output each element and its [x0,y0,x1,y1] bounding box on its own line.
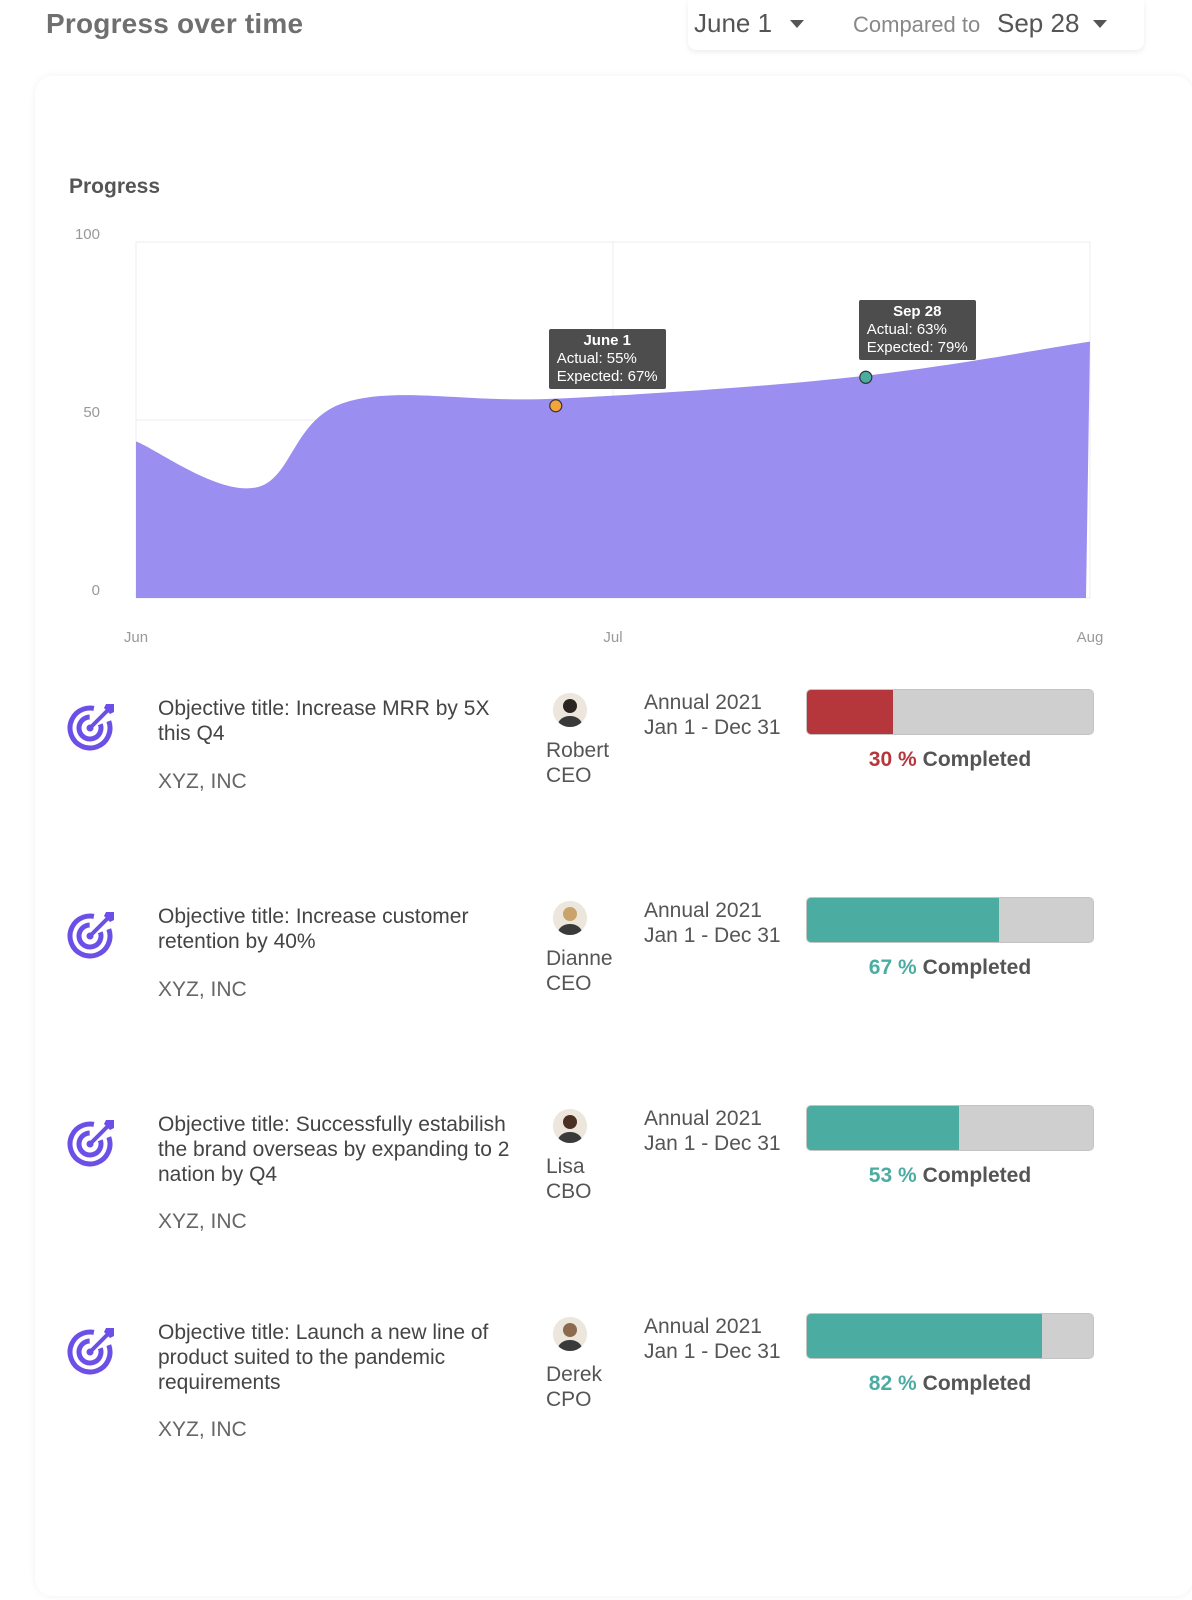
data-point-marker [549,399,563,413]
period-year: Annual 2021 [644,899,762,922]
progress-area [136,341,1090,598]
objective-title[interactable]: Objective title: Launch a new line of pr… [158,1321,489,1394]
tooltip-title: Sep 28 [893,303,942,321]
progress-bar-fill [807,690,893,734]
y-tick-label: 100 [75,226,100,243]
progress-bar-fill [807,1314,1042,1358]
owner-role: CPO [546,1388,592,1411]
completion-percent: 67 % [868,956,917,979]
period-range: Jan 1 - Dec 31 [644,716,781,739]
date-from-select[interactable]: June 1 [694,8,773,38]
tooltip-title: June 1 [583,331,631,349]
date-filters: June 1 Compared to Sep 28 [688,0,1144,50]
completion-percent: 53 % [868,1164,917,1187]
target-icon [67,912,114,959]
owner-role: CEO [546,764,592,787]
period-year: Annual 2021 [644,1107,762,1130]
y-tick-label: 0 [92,582,100,599]
owner-name: Lisa [546,1155,585,1178]
progress-chart: 100 50 0 Jun Jul Aug [75,226,1104,646]
chevron-down-icon[interactable] [790,20,804,28]
avatar [553,1109,587,1143]
target-icon [67,704,114,751]
period-year: Annual 2021 [644,691,762,714]
chart-title: Progress [69,175,161,198]
target-icon [67,1328,114,1375]
owner-role: CBO [546,1180,592,1203]
completion-percent: 30 % [868,748,917,771]
completion-label: Completed [922,748,1032,771]
progress-bar [806,1313,1094,1359]
objective-row[interactable]: Objective title: Successfully estabilish… [0,1105,1192,1286]
objective-row[interactable]: Objective title: Launch a new line of pr… [0,1313,1192,1494]
compared-to-label: Compared to [853,12,981,37]
date-to-select[interactable]: Sep 28 [997,8,1080,38]
owner-name: Dianne [546,947,613,970]
completion-label: Completed [922,1164,1032,1187]
period-range: Jan 1 - Dec 31 [644,1132,781,1155]
chart-tooltip: Sep 28 Actual: 63% Expected: 79% [858,300,976,361]
chevron-down-icon[interactable] [1093,20,1107,28]
completion-status: 30 % Completed [806,748,1094,772]
objective-company: XYZ, INC [158,978,247,1001]
owner-name: Derek [546,1363,603,1386]
progress-bar-fill [807,1106,959,1150]
completion-status: 82 % Completed [806,1372,1094,1396]
page-title: Progress over time [46,8,304,39]
objective-title[interactable]: Objective title: Increase MRR by 5X this… [158,697,490,745]
period-range: Jan 1 - Dec 31 [644,924,781,947]
completion-percent: 82 % [868,1372,917,1395]
completion-label: Completed [922,1372,1032,1395]
progress-bar-fill [807,898,999,942]
progress-bar [806,1105,1094,1151]
x-tick-label: Jun [124,629,148,646]
completion-status: 53 % Completed [806,1164,1094,1188]
completion-label: Completed [922,956,1032,979]
y-tick-label: 50 [83,404,100,421]
chart-tooltip: June 1 Actual: 55% Expected: 67% [548,328,666,389]
tooltip-expected: Expected: 79% [866,339,968,357]
objective-row[interactable]: Objective title: Increase MRR by 5X this… [0,689,1192,870]
x-tick-label: Aug [1077,629,1104,646]
objective-row[interactable]: Objective title: Increase customer reten… [0,897,1192,1078]
objective-company: XYZ, INC [158,1210,247,1233]
period-range: Jan 1 - Dec 31 [644,1340,781,1363]
tooltip-expected: Expected: 67% [556,367,658,385]
avatar [553,693,587,727]
progress-bar [806,689,1094,735]
objective-company: XYZ, INC [158,770,247,793]
completion-status: 67 % Completed [806,956,1094,980]
header: Progress over time June 1 Compared to Se… [0,0,1192,60]
x-tick-label: Jul [603,629,622,646]
period-year: Annual 2021 [644,1315,762,1338]
objective-company: XYZ, INC [158,1418,247,1441]
avatar [553,1317,587,1351]
owner-role: CEO [546,972,592,995]
tooltip-actual: Actual: 55% [556,349,637,367]
owner-name: Robert [546,739,610,762]
tooltip-actual: Actual: 63% [866,321,947,339]
target-icon [67,1120,114,1167]
objective-title[interactable]: Objective title: Successfully estabilish… [158,1113,510,1186]
progress-bar [806,897,1094,943]
data-point-marker [859,370,873,384]
avatar [553,901,587,935]
objective-title[interactable]: Objective title: Increase customer reten… [158,905,469,953]
